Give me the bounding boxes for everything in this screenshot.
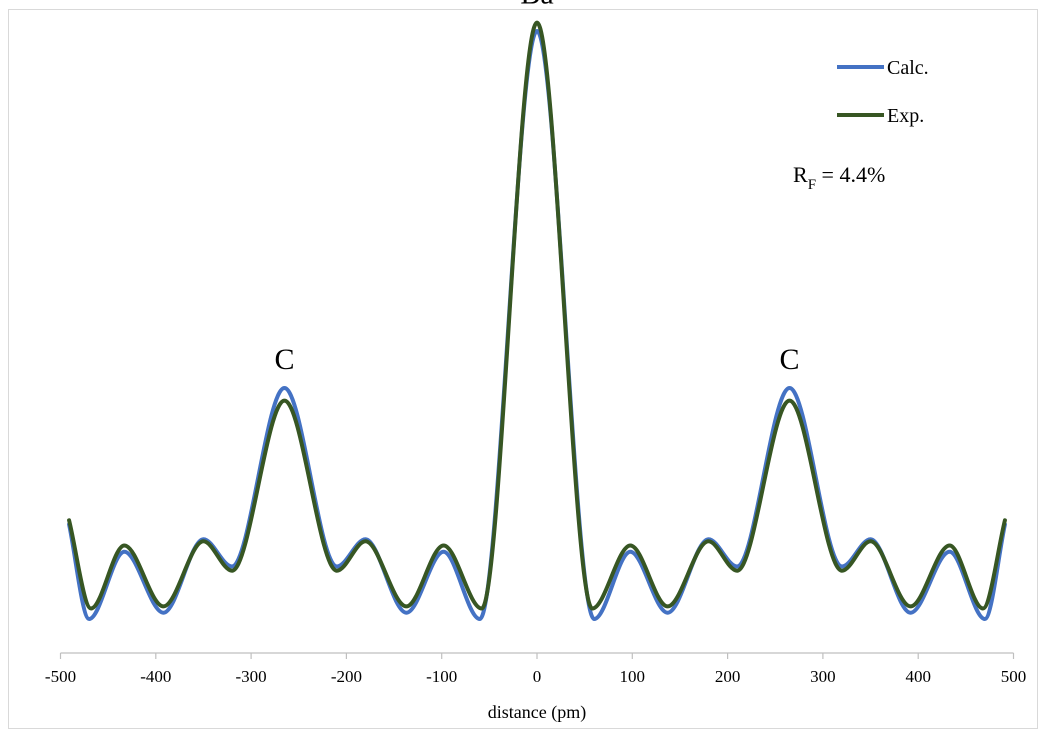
legend: Calc. Exp. bbox=[837, 57, 929, 127]
x-tick-label: -200 bbox=[331, 667, 362, 686]
x-tick-label: 500 bbox=[1001, 667, 1027, 686]
x-tick-label: 0 bbox=[533, 667, 542, 686]
rf-factor-label: RF = 4.4% bbox=[793, 162, 885, 193]
x-axis-title: distance (pm) bbox=[488, 702, 586, 723]
x-tick-label: -300 bbox=[236, 667, 267, 686]
annotation-layer: Ba C C bbox=[274, 0, 799, 376]
x-tick-label: -100 bbox=[426, 667, 457, 686]
x-tick-label: -400 bbox=[140, 667, 171, 686]
axis-layer: -500 -400 -300 -200 -100 0 100 200 300 400 500 bbox=[45, 652, 1027, 686]
peak-label-ba: Ba bbox=[520, 0, 553, 11]
rf-subscript: F bbox=[808, 177, 816, 193]
legend-label-exp: Exp. bbox=[887, 105, 924, 127]
x-tick-label: 400 bbox=[905, 667, 931, 686]
series-line-exp bbox=[67, 20, 1007, 611]
peak-label-c: C bbox=[780, 343, 800, 376]
legend-label-calc: Calc. bbox=[887, 57, 929, 79]
x-tick-label: 300 bbox=[810, 667, 836, 686]
rf-rest: = 4.4% bbox=[816, 162, 885, 187]
series-layer bbox=[67, 20, 1007, 621]
x-tick-label: 100 bbox=[620, 667, 646, 686]
peak-label-c: C bbox=[274, 343, 294, 376]
rf-main: R bbox=[793, 162, 808, 187]
x-tick-label: 200 bbox=[715, 667, 741, 686]
series-line-calc bbox=[67, 29, 1007, 621]
x-tick-label: -500 bbox=[45, 667, 76, 686]
